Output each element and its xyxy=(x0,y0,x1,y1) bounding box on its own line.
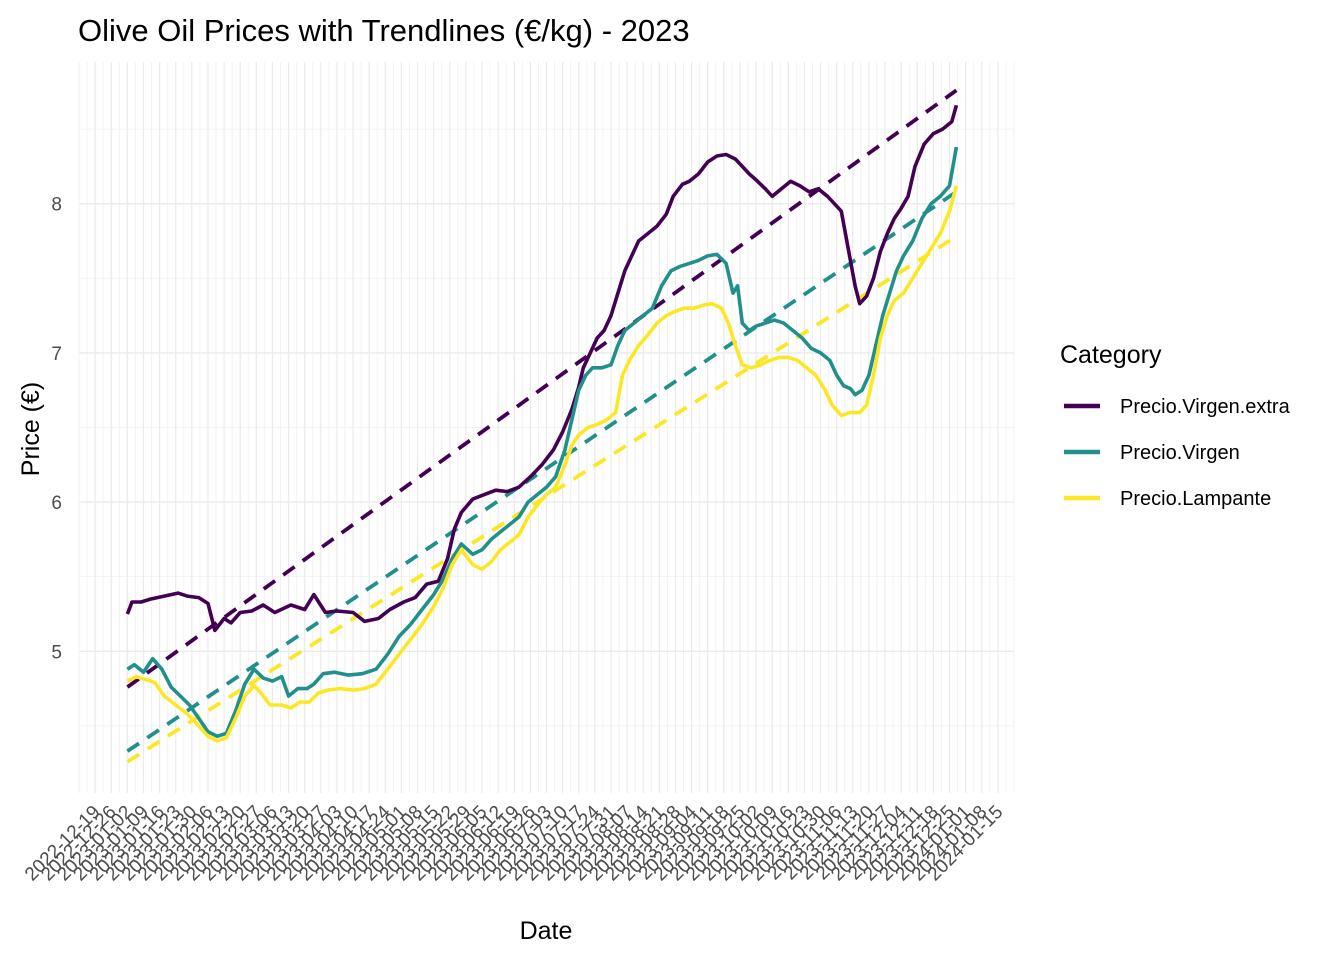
chart-title: Olive Oil Prices with Trendlines (€/kg) … xyxy=(78,13,690,48)
trendline-Precio.Virgen xyxy=(126,190,958,753)
y-tick-label: 5 xyxy=(51,642,62,663)
series-line-Precio.Virgen xyxy=(126,146,959,739)
trendlines xyxy=(126,88,958,764)
series-line-Precio.Virgen.extra xyxy=(125,104,959,633)
x-axis-ticks: 2022-12-192022-12-262023-01-022023-01-09… xyxy=(21,801,1007,885)
legend: Category Precio.Virgen.extra Precio.Virge… xyxy=(1060,341,1291,510)
y-tick-label: 7 xyxy=(51,344,62,365)
legend-label-Precio.Lampante: Precio.Lampante xyxy=(1120,488,1271,510)
y-tick-label: 6 xyxy=(51,493,62,514)
y-tick-label: 8 xyxy=(51,195,62,216)
legend-title: Category xyxy=(1060,341,1162,369)
series-lines xyxy=(125,104,959,743)
legend-label-Precio.Virgen: Precio.Virgen xyxy=(1120,442,1240,464)
grid xyxy=(78,62,1015,793)
series-line-Precio.Lampante xyxy=(126,185,959,743)
y-axis-title: Price (€) xyxy=(17,382,45,476)
legend-label-Precio.Virgen.extra: Precio.Virgen.extra xyxy=(1120,396,1291,418)
trendline-Precio.Virgen.extra xyxy=(126,88,958,689)
y-axis-ticks: 5 6 7 8 xyxy=(51,195,62,664)
x-axis-title: Date xyxy=(520,917,573,945)
